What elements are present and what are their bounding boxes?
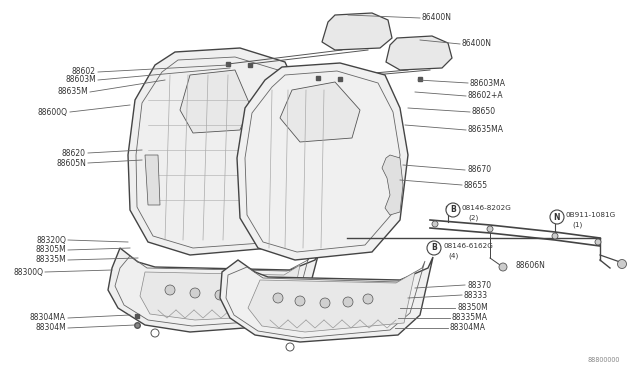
Text: 0B911-1081G: 0B911-1081G xyxy=(566,212,616,218)
Circle shape xyxy=(550,210,564,224)
Text: 88605N: 88605N xyxy=(56,158,86,167)
Polygon shape xyxy=(322,13,392,50)
Text: 88670: 88670 xyxy=(467,166,491,174)
Polygon shape xyxy=(237,63,408,260)
Text: N: N xyxy=(554,212,560,221)
Circle shape xyxy=(595,239,601,245)
Polygon shape xyxy=(220,257,433,342)
Circle shape xyxy=(552,233,558,239)
Text: 08146-6162G: 08146-6162G xyxy=(443,243,493,249)
Polygon shape xyxy=(180,70,250,133)
Text: 88333: 88333 xyxy=(464,291,488,299)
Text: 88635MA: 88635MA xyxy=(468,125,504,135)
Circle shape xyxy=(295,296,305,306)
Circle shape xyxy=(343,297,353,307)
Circle shape xyxy=(487,226,493,232)
Text: 88620: 88620 xyxy=(62,148,86,157)
Circle shape xyxy=(432,221,438,227)
Polygon shape xyxy=(280,82,360,142)
Circle shape xyxy=(190,288,200,298)
Text: 88370: 88370 xyxy=(467,280,491,289)
Text: 88606N: 88606N xyxy=(515,260,545,269)
Circle shape xyxy=(618,260,627,269)
Text: 88635M: 88635M xyxy=(57,87,88,96)
Text: 88304M: 88304M xyxy=(35,324,66,333)
Text: 88304MA: 88304MA xyxy=(30,314,66,323)
Circle shape xyxy=(286,343,294,351)
Text: 88335M: 88335M xyxy=(35,256,66,264)
Text: 88320Q: 88320Q xyxy=(36,235,66,244)
Circle shape xyxy=(240,289,250,299)
Circle shape xyxy=(165,285,175,295)
Text: 88603M: 88603M xyxy=(65,76,96,84)
Circle shape xyxy=(320,298,330,308)
Text: (2): (2) xyxy=(468,215,478,221)
Polygon shape xyxy=(248,272,415,332)
Text: 88650: 88650 xyxy=(472,108,496,116)
Polygon shape xyxy=(382,155,403,215)
Polygon shape xyxy=(140,265,300,320)
Text: 88603MA: 88603MA xyxy=(470,78,506,87)
Circle shape xyxy=(151,329,159,337)
Circle shape xyxy=(446,203,460,217)
Text: (1): (1) xyxy=(572,222,582,228)
Text: 88335MA: 88335MA xyxy=(452,314,488,323)
Text: 88300Q: 88300Q xyxy=(13,267,43,276)
Text: 86400N: 86400N xyxy=(462,39,492,48)
Polygon shape xyxy=(386,36,452,70)
Text: 88350M: 88350M xyxy=(457,304,488,312)
Polygon shape xyxy=(145,155,160,205)
Text: 88602+A: 88602+A xyxy=(468,92,504,100)
Text: 88305M: 88305M xyxy=(35,246,66,254)
Circle shape xyxy=(260,285,270,295)
Circle shape xyxy=(215,290,225,300)
Text: 88600Q: 88600Q xyxy=(38,108,68,116)
Polygon shape xyxy=(128,48,305,255)
Text: 88800000: 88800000 xyxy=(588,357,620,363)
Circle shape xyxy=(363,294,373,304)
Text: 08146-8202G: 08146-8202G xyxy=(462,205,512,211)
Circle shape xyxy=(499,263,507,271)
Text: B: B xyxy=(431,244,437,253)
Circle shape xyxy=(273,293,283,303)
Text: B: B xyxy=(450,205,456,215)
Text: 88655: 88655 xyxy=(464,180,488,189)
Text: (4): (4) xyxy=(448,253,458,259)
Text: 88304MA: 88304MA xyxy=(450,324,486,333)
Circle shape xyxy=(427,241,441,255)
Text: 86400N: 86400N xyxy=(422,13,452,22)
Text: 88602: 88602 xyxy=(72,67,96,77)
Polygon shape xyxy=(108,248,320,332)
